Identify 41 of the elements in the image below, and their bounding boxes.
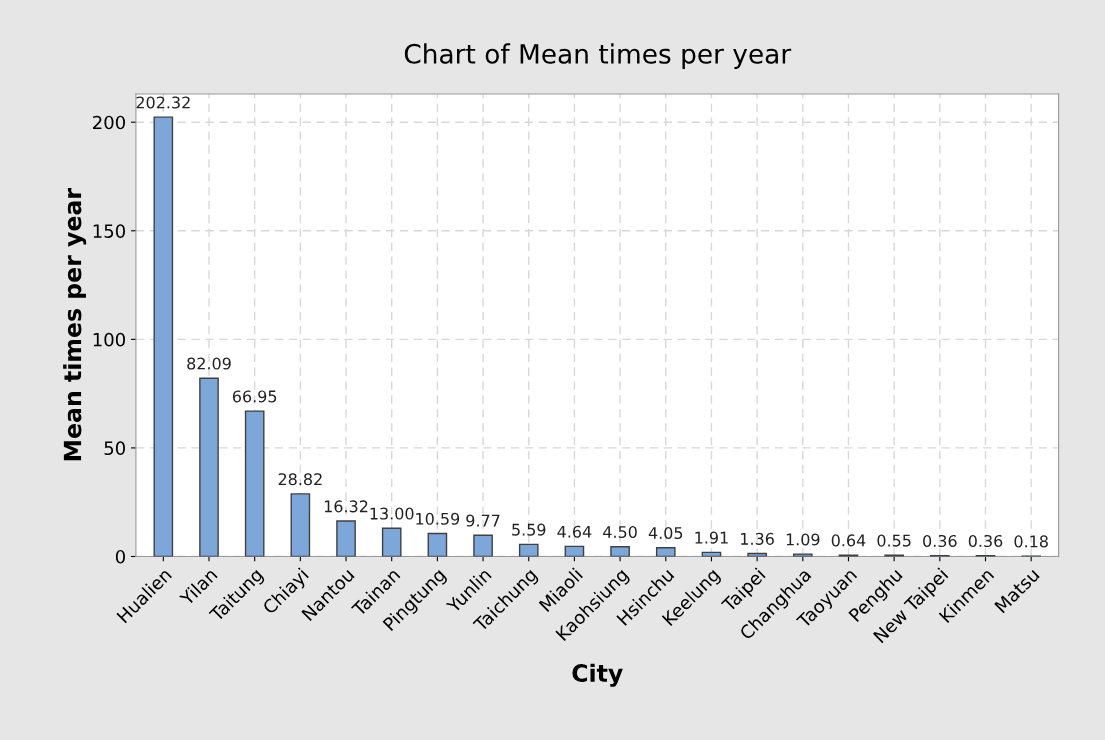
bar [290,493,311,557]
data-label: 28.82 [278,473,322,486]
bar [518,543,539,557]
data-label: 66.95 [232,390,277,403]
data-label: 16.32 [324,500,368,513]
bar [473,534,493,557]
data-label: 0.36 [968,534,1003,548]
bar [610,546,630,557]
y-tick-label: 200 [93,115,125,130]
data-label: 9.77 [466,514,500,527]
data-label: 0.64 [831,534,866,547]
data-label: 0.36 [923,534,957,548]
y-tick-label: 150 [93,224,125,238]
data-label: 0.18 [1014,535,1048,548]
data-label: 202.32 [136,96,190,109]
data-label: 5.59 [512,523,546,536]
data-label: 4.05 [648,526,683,540]
y-tick-label: 100 [93,332,125,347]
bar [381,527,402,557]
data-label: 1.36 [741,532,774,545]
data-label: 0.55 [877,534,911,547]
bar [564,545,585,557]
data-label: 1.09 [786,533,820,546]
data-label: 4.64 [557,525,592,538]
bar [427,532,448,557]
data-label: 10.59 [416,512,460,525]
bar [792,553,813,557]
bar [655,546,676,557]
bar [153,116,174,557]
y-tick-label: 0 [115,549,125,564]
data-label: 1.91 [695,531,728,544]
chart-title: Chart of Mean times per year [404,43,792,69]
data-label: 4.50 [603,525,637,539]
y-tick-label: 50 [104,441,125,456]
bar [199,377,219,557]
bar [336,520,356,557]
data-label: 13.00 [370,507,414,520]
x-axis-title: City [572,663,623,687]
y-axis-title: Mean times per year [63,188,87,461]
data-label: 82.09 [187,357,231,370]
bar [244,410,265,557]
